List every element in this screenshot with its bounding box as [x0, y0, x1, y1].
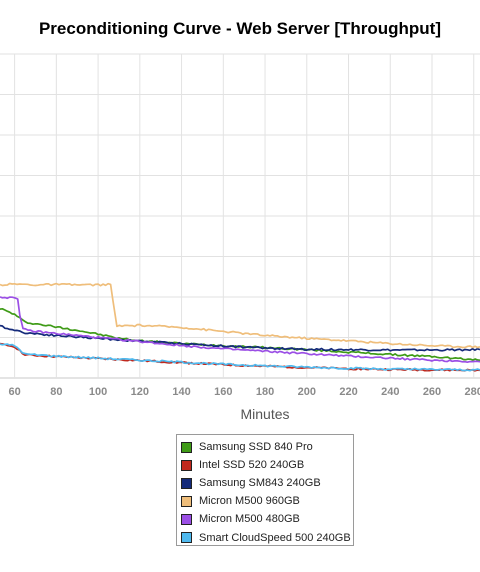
x-tick-label: 260 [423, 386, 441, 398]
legend-label: Micron M500 480GB [199, 513, 300, 526]
x-tick-label: 60 [8, 386, 20, 398]
x-tick-label: 80 [50, 386, 62, 398]
legend-item[interactable]: Samsung SM843 240GB [181, 474, 353, 492]
legend-swatch [181, 513, 192, 525]
x-tick-label: 240 [381, 386, 399, 398]
legend-item[interactable]: Smart CloudSpeed 500 240GB [181, 528, 353, 546]
legend-swatch [181, 441, 192, 453]
legend-item[interactable]: Intel SSD 520 240GB [181, 456, 353, 474]
series-line [0, 282, 480, 349]
series-line [0, 296, 480, 364]
legend: Samsung SSD 840 Pro Intel SSD 520 240GB Sa… [176, 434, 354, 546]
x-axis-label: Minutes [240, 406, 289, 422]
legend-item[interactable]: Samsung SSD 840 Pro [181, 438, 353, 456]
legend-swatch [181, 532, 192, 544]
legend-swatch [181, 459, 192, 471]
x-tick-label: 180 [256, 386, 274, 398]
legend-label: Intel SSD 520 240GB [199, 459, 305, 472]
x-tick-label: 280 [465, 386, 480, 398]
legend-label: Samsung SSD 840 Pro [199, 441, 313, 454]
legend-item[interactable]: Micron M500 960GB [181, 492, 353, 510]
legend-label: Micron M500 960GB [199, 495, 300, 508]
x-tick-label: 120 [131, 386, 149, 398]
x-tick-label: 200 [298, 386, 316, 398]
chart-title: Preconditioning Curve - Web Server [Thro… [38, 19, 442, 38]
legend-label: Samsung SM843 240GB [199, 477, 321, 490]
x-tick-label: 160 [214, 386, 232, 398]
legend-swatch [181, 495, 192, 507]
x-tick-label: 100 [89, 386, 107, 398]
x-tick-label: 140 [172, 386, 190, 398]
legend-swatch [181, 477, 192, 489]
x-tick-label: 220 [339, 386, 357, 398]
legend-label: Smart CloudSpeed 500 240GB [199, 531, 351, 544]
legend-item[interactable]: Micron M500 480GB [181, 510, 353, 528]
series-line [0, 343, 480, 372]
series-line [0, 324, 480, 352]
